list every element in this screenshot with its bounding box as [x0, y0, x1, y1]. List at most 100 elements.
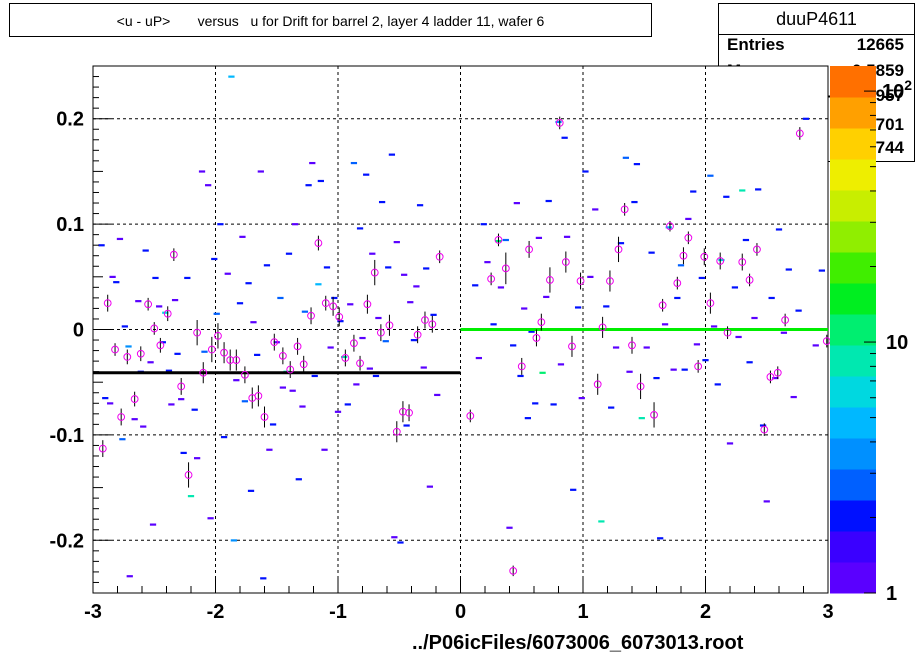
histogram-cell: [702, 359, 709, 362]
histogram-cell: [366, 367, 373, 370]
histogram-cell: [582, 170, 589, 173]
profile-point: [606, 277, 614, 285]
profile-point: [745, 276, 754, 284]
plot-title-box: <u - uP> versus u for Drift for barrel 2…: [9, 3, 652, 37]
profile-point: [270, 338, 279, 347]
histogram-cell: [731, 286, 739, 289]
histogram-cell: [714, 383, 721, 386]
histogram-cell: [543, 295, 550, 299]
profile-point: [700, 252, 709, 261]
histogram-cell: [401, 273, 408, 276]
histogram-cell: [113, 281, 120, 284]
colorbar-segment: [830, 376, 876, 408]
y-tick-label: 0.2: [56, 109, 84, 131]
histogram-cell: [772, 376, 779, 380]
colorbar-segment: [830, 531, 876, 563]
histogram-cell: [739, 189, 746, 192]
profile-point: [111, 345, 119, 354]
x-tick-label: 3: [822, 601, 833, 623]
profile-point: [673, 279, 682, 288]
histogram-cell: [506, 526, 513, 529]
histogram-cell: [162, 311, 169, 314]
plot-title: <u - uP> versus u for Drift for barrel 2…: [116, 13, 545, 29]
histogram-cell: [369, 252, 376, 255]
profile-point: [614, 245, 623, 254]
histogram-cell: [260, 577, 267, 580]
histogram-cell: [763, 500, 770, 503]
profile-point: [356, 359, 364, 368]
histogram-cell: [707, 174, 714, 177]
y-tick-label: -0.1: [50, 425, 84, 447]
profile-point: [214, 331, 222, 340]
histogram-cell: [475, 356, 482, 360]
profile-point: [428, 320, 437, 329]
profile-point: [314, 239, 323, 247]
colorbar-segment: [830, 314, 876, 346]
x-tick-label: 0: [455, 601, 466, 623]
profile-point: [723, 328, 732, 337]
profile-point: [136, 349, 145, 358]
histogram-cell: [317, 179, 324, 183]
histogram-cell: [292, 223, 299, 226]
histogram-cell: [247, 489, 255, 492]
histogram-cell: [266, 448, 273, 451]
profile-point: [650, 410, 658, 419]
histogram-cell: [125, 345, 132, 348]
histogram-cell: [230, 539, 237, 542]
histogram-cell: [372, 374, 380, 378]
stat-label: Entries: [727, 35, 785, 54]
profile-point: [163, 309, 172, 318]
profile-point: [254, 392, 263, 400]
profile-point: [593, 380, 602, 389]
histogram-cell: [109, 275, 116, 278]
profile-point: [399, 407, 407, 416]
colorbar-segment: [830, 469, 876, 501]
profile-point: [555, 119, 564, 127]
colorbar-segment: [830, 159, 876, 191]
histogram-cell: [311, 374, 318, 378]
histogram-cell: [194, 457, 201, 460]
histogram-cell: [723, 195, 730, 198]
histogram-cell: [350, 161, 358, 165]
profile-point: [466, 412, 475, 420]
histogram-name: duuP4611: [719, 4, 914, 35]
histogram-cell: [802, 117, 810, 120]
histogram-cell: [245, 282, 252, 285]
profile-point: [753, 245, 761, 254]
profile-point: [532, 334, 541, 342]
profile-point: [773, 368, 782, 377]
y-tick-label: 0.1: [56, 214, 84, 236]
histogram-cell: [295, 478, 302, 481]
histogram-cell: [241, 400, 249, 403]
profile-point: [509, 566, 518, 575]
histogram-cell: [353, 383, 360, 386]
colorbar-segment: [830, 345, 876, 377]
histogram-cell: [539, 371, 546, 374]
profile-point: [156, 341, 165, 350]
profile-point: [329, 302, 338, 311]
histogram-cell: [382, 340, 389, 343]
profile-point: [184, 471, 193, 479]
profile-point: [561, 258, 570, 266]
histogram-cell: [690, 190, 697, 193]
histogram-cell: [768, 296, 775, 300]
profile-point: [413, 330, 422, 339]
profile-point: [98, 444, 107, 453]
histogram-cell: [168, 403, 175, 406]
histogram-cell: [513, 202, 520, 205]
profile-point: [123, 353, 132, 361]
histogram-cell: [638, 417, 645, 420]
histogram-cell: [726, 442, 734, 445]
histogram-cell: [561, 136, 568, 139]
histogram-cell: [285, 252, 293, 255]
histogram-cell: [217, 223, 224, 226]
histogram-cell: [587, 275, 594, 278]
histogram-cell: [269, 423, 277, 426]
histogram-cell: [751, 316, 758, 320]
histogram-cell: [98, 244, 105, 247]
profile-point: [130, 395, 139, 403]
histogram-cell: [746, 361, 753, 364]
histogram-cell: [631, 200, 638, 204]
profile-point: [568, 342, 576, 351]
histogram-cell: [289, 389, 296, 392]
